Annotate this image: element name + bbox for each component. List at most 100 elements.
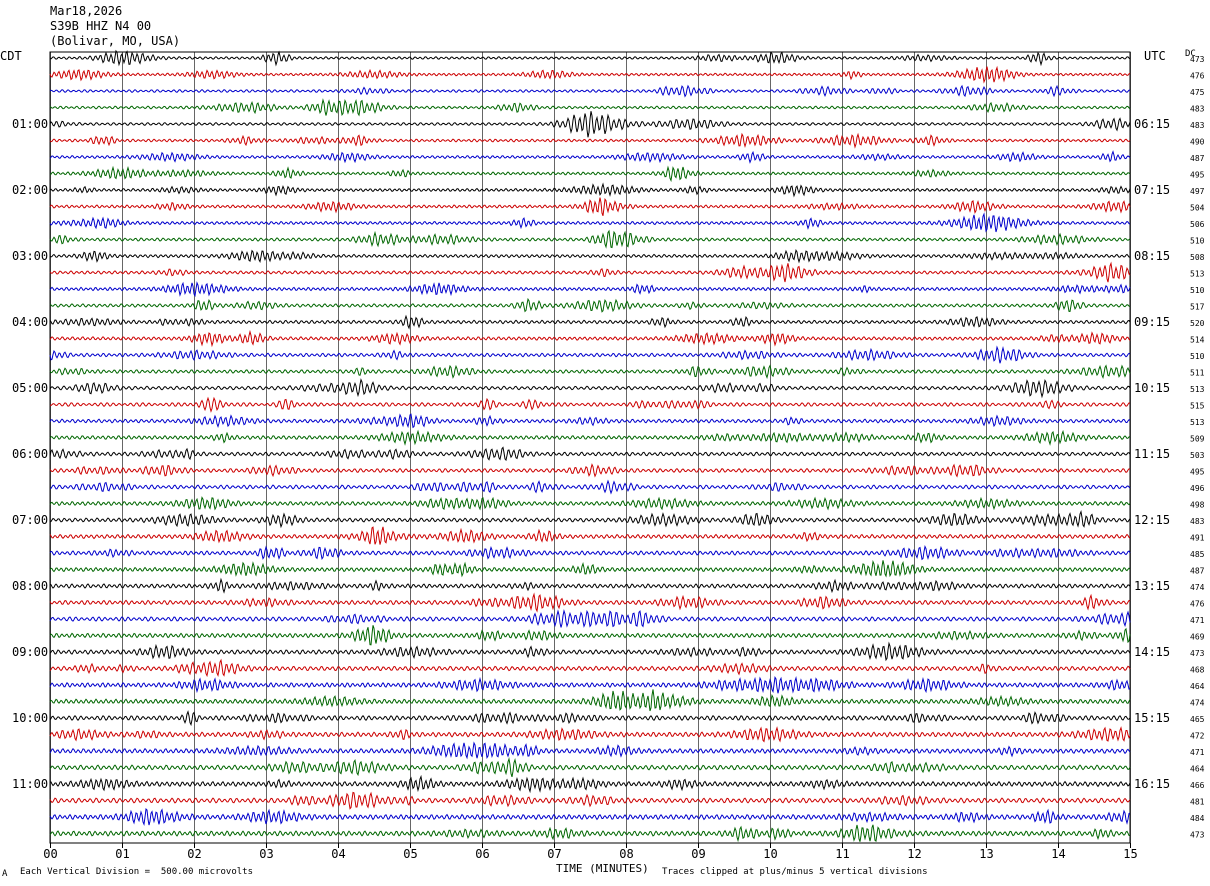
seismic-trace [49,526,1131,545]
dc-offset-label: 510 [1190,237,1205,246]
dc-offset-label: 506 [1190,220,1205,229]
seismic-trace [49,641,1131,662]
right-hour-label: 07:15 [1134,183,1170,197]
dc-offset-label: 476 [1190,72,1205,81]
right-hour-label: 14:15 [1134,645,1170,659]
seismic-trace [49,345,1131,364]
scale-note: Each Vertical Division = 500.00 microvol… [20,867,253,877]
dc-offset-label: 513 [1190,270,1205,279]
dc-label: DC [1185,49,1196,59]
seismic-trace [49,229,1131,249]
seismic-trace [49,297,1131,313]
right-hour-label: 08:15 [1134,249,1170,263]
dc-offset-label: 471 [1190,748,1205,757]
right-hour-label: 10:15 [1134,381,1170,395]
seismic-trace [49,710,1131,727]
seismic-trace [49,726,1131,743]
dc-offset-label: 517 [1190,303,1205,312]
right-hour-label: 13:15 [1134,579,1170,593]
dc-offset-label: 509 [1190,435,1205,444]
x-tick-label: 01 [115,847,129,861]
left-hour-label: 08:00 [12,579,48,593]
dc-offset-label: 487 [1190,154,1205,163]
dc-offset-label: 514 [1190,336,1205,345]
seismic-trace [49,396,1131,413]
x-tick-label: 04 [331,847,345,861]
seismic-trace [49,824,1131,843]
dc-offset-label: 511 [1190,369,1205,378]
seismic-trace [49,509,1131,529]
dc-offset-label: 520 [1190,319,1205,328]
left-hour-label: 03:00 [12,249,48,263]
seismic-trace [49,150,1131,164]
dc-offset-label: 469 [1190,633,1205,642]
dc-offset-label: 513 [1190,385,1205,394]
seismic-trace [49,111,1131,138]
dc-offset-label: 481 [1190,798,1205,807]
dc-offset-label: 483 [1190,105,1205,114]
x-tick-label: 15 [1123,847,1137,861]
x-tick-label: 10 [763,847,777,861]
seismic-trace [49,676,1131,694]
x-axis-title: TIME (MINUTES) [556,862,649,875]
seismic-trace [49,132,1131,149]
right-hour-label: 15:15 [1134,711,1170,725]
left-hour-label: 01:00 [12,117,48,131]
seismic-trace [49,65,1131,84]
dc-offset-label: 483 [1190,517,1205,526]
left-timezone-label: CDT [0,49,22,63]
x-tick-label: 06 [475,847,489,861]
seismic-trace [49,774,1131,794]
dc-offset-label: 484 [1190,814,1205,823]
seismic-trace [49,559,1131,578]
x-tick-label: 14 [1051,847,1065,861]
seismic-trace [49,496,1131,511]
dc-offset-label: 485 [1190,550,1205,559]
seismic-trace [49,165,1131,183]
right-hour-label: 11:15 [1134,447,1170,461]
seismic-trace [49,463,1131,478]
seismic-trace [49,544,1131,561]
seismic-trace [49,446,1131,462]
x-tick-label: 09 [691,847,705,861]
dc-offset-label: 472 [1190,732,1205,741]
seismic-trace [49,314,1131,330]
dc-offset-label: 487 [1190,567,1205,576]
left-hour-label: 07:00 [12,513,48,527]
seismic-trace [49,182,1131,198]
dc-offset-label: 474 [1190,699,1205,708]
dc-offset-label: 483 [1190,121,1205,130]
seismic-trace [49,98,1131,117]
x-tick-label: 00 [43,847,57,861]
dc-offset-label: 508 [1190,253,1205,262]
x-tick-label: 03 [259,847,273,861]
left-hour-label: 04:00 [12,315,48,329]
seismic-trace [49,84,1131,98]
dc-offset-label: 490 [1190,138,1205,147]
dc-offset-label: 464 [1190,765,1205,774]
x-tick-label: 08 [619,847,633,861]
x-tick-label: 02 [187,847,201,861]
x-tick-label: 05 [403,847,417,861]
dc-offset-label: 515 [1190,402,1205,411]
seismic-trace [49,479,1131,495]
header-location: (Bolivar, MO, USA) [50,34,181,48]
seismic-trace [49,625,1131,646]
right-hour-label: 06:15 [1134,117,1170,131]
seismic-trace [49,429,1131,446]
seismic-trace [49,197,1131,216]
seismic-trace [49,212,1131,233]
left-hour-label: 09:00 [12,645,48,659]
dc-offset-label: 466 [1190,781,1205,790]
left-hour-label: 11:00 [12,777,48,791]
dc-offset-label: 510 [1190,352,1205,361]
dc-offset-label: 497 [1190,187,1205,196]
dc-offset-label: 498 [1190,501,1205,510]
dc-offset-label: 473 [1190,649,1205,658]
dc-offset-label: 513 [1190,418,1205,427]
dc-offset-label: 491 [1190,534,1205,543]
corner-mark: A [2,869,8,879]
seismic-trace [49,364,1131,379]
dc-offset-label: 504 [1190,204,1205,213]
